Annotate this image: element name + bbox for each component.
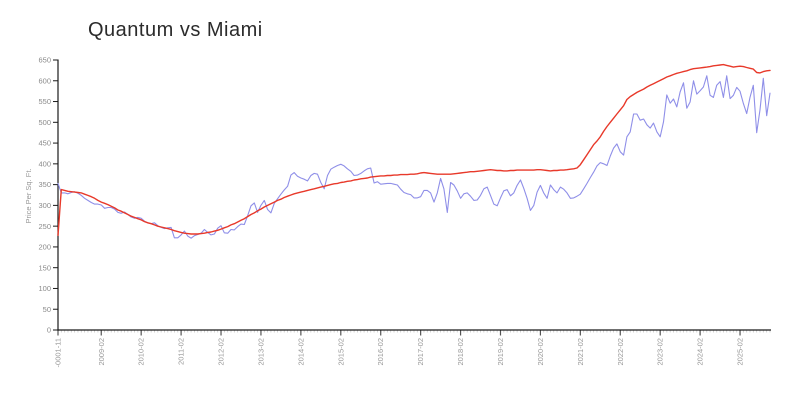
y-tick-label: 300 xyxy=(38,201,51,210)
y-tick-label: 500 xyxy=(38,118,51,127)
x-tick-label: 2021-02 xyxy=(576,338,585,366)
y-tick-label: 600 xyxy=(38,76,51,85)
y-tick-label: 0 xyxy=(47,326,51,335)
x-tick-label: 2015-02 xyxy=(336,338,345,366)
y-tick-label: 50 xyxy=(43,305,51,314)
x-tick-label: -0001-11 xyxy=(54,338,63,367)
x-tick-label: 2017-02 xyxy=(416,338,425,366)
quantum-series-line xyxy=(57,75,771,239)
y-tick-label: 450 xyxy=(38,139,51,148)
y-tick-label: 400 xyxy=(38,159,51,168)
x-tick-label: 2023-02 xyxy=(656,338,665,366)
x-tick-label: 2025-02 xyxy=(736,338,745,366)
y-axis-title: Price Per Sq. Ft. xyxy=(24,168,33,223)
chart-title: Quantum vs Miami xyxy=(88,19,263,41)
x-tick-label: 2022-02 xyxy=(616,338,625,366)
miami-series-line xyxy=(57,63,771,237)
y-tick-label: 100 xyxy=(38,284,51,293)
y-tick-label: 250 xyxy=(38,222,51,231)
x-tick-label: 2024-02 xyxy=(696,338,705,366)
x-axis-major-ticks xyxy=(57,330,741,336)
x-tick-label: 2019-02 xyxy=(496,338,505,366)
y-axis-tick-labels: 0 50 100 150 200 250 300 350 400 450 500 550 600 650 xyxy=(38,56,51,335)
x-tick-label: 2011-02 xyxy=(177,338,186,365)
x-tick-label: 2020-02 xyxy=(536,338,545,366)
x-tick-label: 2012-02 xyxy=(217,338,226,366)
y-tick-label: 200 xyxy=(38,243,51,252)
y-tick-label: 150 xyxy=(38,263,51,272)
y-tick-label: 350 xyxy=(38,180,51,189)
x-tick-label: 2010-02 xyxy=(137,338,146,366)
x-tick-label: 2009-02 xyxy=(97,338,106,366)
x-tick-label: 2016-02 xyxy=(376,338,385,366)
x-tick-label: 2018-02 xyxy=(456,338,465,366)
x-tick-label: 2013-02 xyxy=(256,338,265,366)
y-axis-ticks xyxy=(53,59,58,331)
y-tick-label: 550 xyxy=(38,97,51,106)
x-tick-label: 2014-02 xyxy=(296,338,305,366)
y-tick-label: 650 xyxy=(38,56,51,65)
x-axis-tick-labels: -0001-11 2009-02 2010-02 2011-02 2012-02 2013… xyxy=(54,338,745,367)
